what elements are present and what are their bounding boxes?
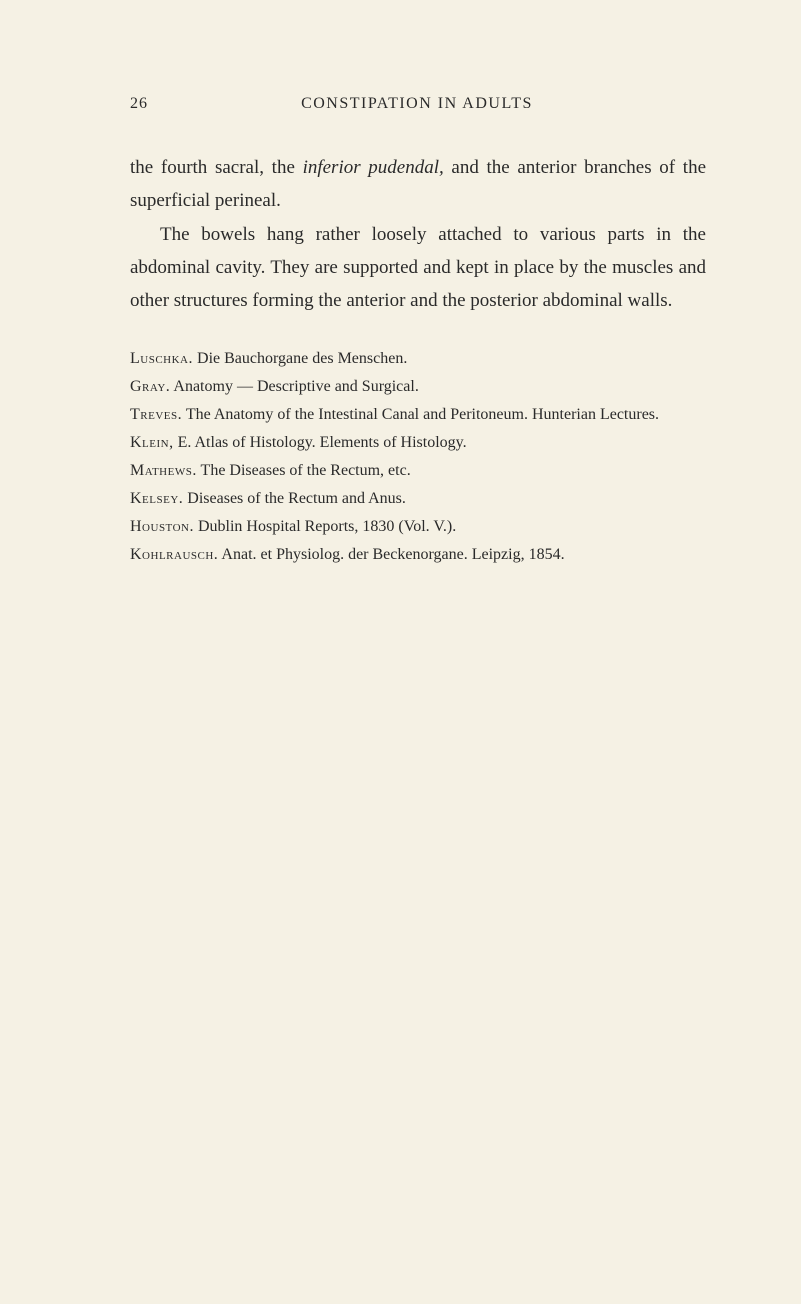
reference-text: Anatomy — Descriptive and Surgical. — [170, 378, 419, 395]
reference-entry: Kelsey. Diseases of the Rectum and Anus. — [130, 485, 706, 513]
reference-entry: Treves. The Anatomy of the Intestinal Ca… — [130, 401, 706, 429]
body-text: the fourth sacral, the inferior pudendal… — [130, 151, 706, 317]
reference-entry: Mathews. The Diseases of the Rectum, etc… — [130, 457, 706, 485]
reference-text: E. Atlas of Histology. Elements of Histo… — [174, 434, 467, 451]
paragraph-2: The bowels hang rather loosely attached … — [130, 218, 706, 318]
reference-author: Mathews. — [130, 462, 197, 479]
reference-author: Luschka. — [130, 350, 193, 367]
reference-author: Kelsey. — [130, 490, 183, 507]
p1-italic: inferior pudendal, — [303, 157, 444, 178]
reference-text: Die Bauchorgane des Menschen. — [193, 350, 407, 367]
reference-entry: Klein, E. Atlas of Histology. Elements o… — [130, 429, 706, 457]
reference-author: Gray. — [130, 378, 170, 395]
reference-author: Treves. — [130, 406, 182, 423]
page-running-title: CONSTIPATION IN ADULTS — [301, 95, 533, 113]
reference-text: Diseases of the Rectum and Anus. — [183, 490, 406, 507]
reference-entry: Kohlrausch. Anat. et Physiolog. der Beck… — [130, 541, 706, 569]
reference-text: The Anatomy of the Intestinal Canal and … — [182, 406, 659, 423]
reference-text: Dublin Hospital Reports, 1830 (Vol. V.). — [194, 518, 456, 535]
page-header: 26 CONSTIPATION IN ADULTS — [130, 95, 706, 113]
reference-text: The Diseases of the Rectum, etc. — [197, 462, 411, 479]
p1-part1: the fourth sacral, the — [130, 157, 303, 178]
paragraph-1: the fourth sacral, the inferior pudendal… — [130, 151, 706, 218]
page-number: 26 — [130, 95, 148, 113]
reference-text: Anat. et Physiolog. der Beckenorgane. Le… — [218, 546, 564, 563]
references-block: Luschka. Die Bauchorgane des Menschen. G… — [130, 345, 706, 569]
reference-author: Houston. — [130, 518, 194, 535]
reference-author: Kohlrausch. — [130, 546, 218, 563]
reference-entry: Gray. Anatomy — Descriptive and Surgical… — [130, 373, 706, 401]
reference-author: Klein, — [130, 434, 174, 451]
reference-entry: Houston. Dublin Hospital Reports, 1830 (… — [130, 513, 706, 541]
reference-entry: Luschka. Die Bauchorgane des Menschen. — [130, 345, 706, 373]
